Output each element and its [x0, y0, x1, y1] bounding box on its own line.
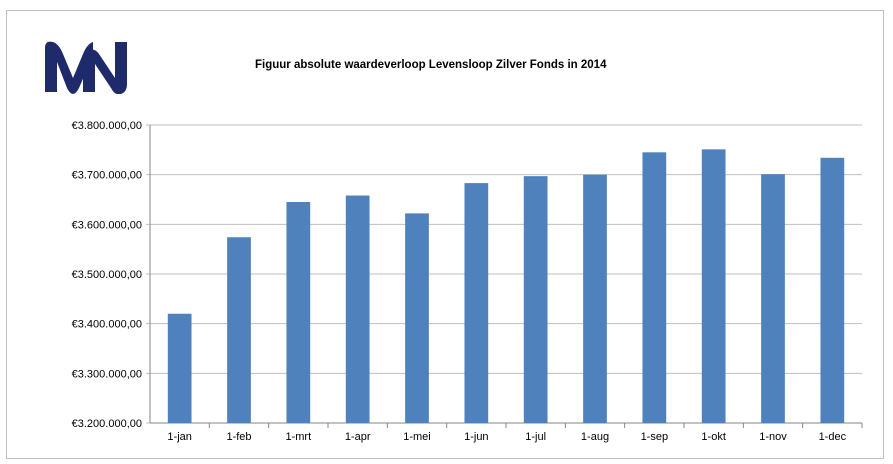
- x-tick-label: 1-okt: [701, 431, 725, 443]
- y-tick-label: €3.300.000,00: [72, 368, 142, 380]
- bar: [227, 237, 251, 423]
- y-tick-label: €3.200.000,00: [72, 418, 142, 430]
- x-tick-label: 1-sep: [641, 431, 669, 443]
- x-tick-label: 1-mrt: [285, 431, 311, 443]
- logo-m-mark: [45, 41, 93, 94]
- y-tick-label: €3.600.000,00: [72, 219, 142, 231]
- x-tick-label: 1-jun: [464, 431, 488, 443]
- bar: [523, 176, 548, 423]
- y-tick-label: €3.800.000,00: [72, 120, 142, 132]
- logo-n-mark: [83, 42, 127, 94]
- x-tick-label: 1-jul: [525, 431, 546, 443]
- y-tick-label: €3.500.000,00: [72, 269, 142, 281]
- bar: [820, 157, 845, 423]
- bar: [167, 313, 192, 423]
- x-tick-label: 1-aug: [581, 431, 609, 443]
- bar: [642, 152, 667, 424]
- bar: [286, 201, 311, 423]
- x-tick-label: 1-nov: [759, 431, 787, 443]
- x-tick-label: 1-jan: [167, 431, 191, 443]
- bar: [761, 174, 785, 423]
- bar: [701, 149, 726, 423]
- mn-logo: [45, 41, 127, 94]
- bar: [583, 174, 607, 423]
- chart-frame: [6, 10, 884, 459]
- chart-title: Figuur absolute waardeverloop Levensloop…: [255, 59, 607, 71]
- x-tick-label: 1-dec: [819, 431, 847, 443]
- bar: [345, 195, 370, 423]
- bar: [464, 183, 489, 423]
- y-tick-label: €3.400.000,00: [72, 319, 142, 331]
- x-tick-label: 1-apr: [345, 431, 371, 443]
- x-tick-label: 1-mei: [403, 431, 431, 443]
- x-tick-label: 1-feb: [226, 431, 251, 443]
- bar: [405, 213, 429, 423]
- y-tick-label: €3.700.000,00: [72, 170, 142, 182]
